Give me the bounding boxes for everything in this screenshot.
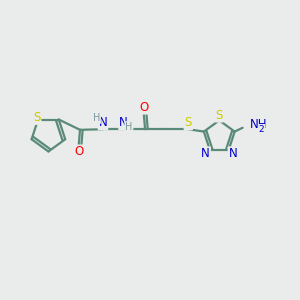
Text: N: N: [229, 147, 237, 160]
Text: N: N: [99, 116, 107, 129]
Text: N: N: [119, 116, 128, 129]
Text: O: O: [139, 100, 148, 114]
Text: O: O: [74, 146, 83, 158]
Text: S: S: [185, 116, 192, 129]
Text: S: S: [216, 109, 223, 122]
Text: 2: 2: [259, 125, 264, 134]
Text: H: H: [125, 122, 133, 132]
Text: S: S: [33, 111, 40, 124]
Text: H: H: [93, 113, 100, 123]
Text: S: S: [185, 116, 192, 129]
Text: N: N: [201, 147, 210, 160]
Text: NH: NH: [249, 118, 267, 131]
